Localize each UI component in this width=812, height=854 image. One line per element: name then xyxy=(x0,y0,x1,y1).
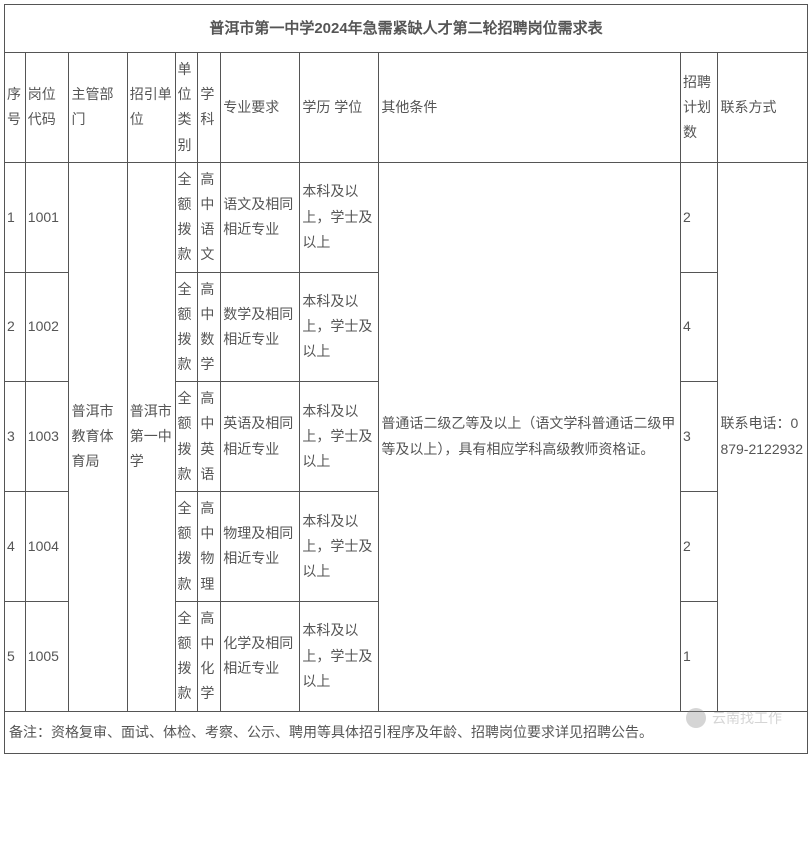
cell-edu: 本科及以上，学士及以上 xyxy=(300,601,379,711)
cell-subject: 高中化学 xyxy=(198,601,221,711)
header-contact: 联系方式 xyxy=(718,53,808,163)
table-row: 1 1001 普洱市教育体育局 普洱市第一中学 全额拨款 高中语文 语文及相同相… xyxy=(5,162,808,272)
cell-edu: 本科及以上，学士及以上 xyxy=(300,382,379,492)
cell-plan: 2 xyxy=(681,162,718,272)
cell-subject: 高中数学 xyxy=(198,272,221,382)
table-title: 普洱市第一中学2024年急需紧缺人才第二轮招聘岗位需求表 xyxy=(5,5,808,53)
footer-note: 备注：资格复审、面试、体检、考察、公示、聘用等具体招引程序及年龄、招聘岗位要求详… xyxy=(5,711,808,753)
cell-major: 化学及相同相近专业 xyxy=(221,601,300,711)
header-unit-type: 单位类别 xyxy=(175,53,198,163)
cell-seq: 3 xyxy=(5,382,26,492)
cell-unit-type: 全额拨款 xyxy=(175,382,198,492)
header-dept: 主管部门 xyxy=(69,53,127,163)
cell-plan: 2 xyxy=(681,492,718,602)
cell-post-code: 1003 xyxy=(25,382,69,492)
cell-seq: 1 xyxy=(5,162,26,272)
cell-edu: 本科及以上，学士及以上 xyxy=(300,162,379,272)
cell-major: 数学及相同相近专业 xyxy=(221,272,300,382)
cell-seq: 5 xyxy=(5,601,26,711)
header-row: 序号 岗位代码 主管部门 招引单位 单位类别 学科 专业要求 学历 学位 其他条… xyxy=(5,53,808,163)
cell-post-code: 1001 xyxy=(25,162,69,272)
cell-subject: 高中语文 xyxy=(198,162,221,272)
cell-seq: 4 xyxy=(5,492,26,602)
cell-plan: 4 xyxy=(681,272,718,382)
cell-post-code: 1005 xyxy=(25,601,69,711)
header-post-code: 岗位代码 xyxy=(25,53,69,163)
header-seq: 序号 xyxy=(5,53,26,163)
cell-seq: 2 xyxy=(5,272,26,382)
cell-subject: 高中英语 xyxy=(198,382,221,492)
cell-plan: 3 xyxy=(681,382,718,492)
cell-dept: 普洱市教育体育局 xyxy=(69,162,127,711)
cell-contact: 联系电话：0879-2122932 xyxy=(718,162,808,711)
footer-row: 备注：资格复审、面试、体检、考察、公示、聘用等具体招引程序及年龄、招聘岗位要求详… xyxy=(5,711,808,753)
cell-unit-type: 全额拨款 xyxy=(175,272,198,382)
cell-major: 语文及相同相近专业 xyxy=(221,162,300,272)
header-other: 其他条件 xyxy=(379,53,681,163)
header-edu: 学历 学位 xyxy=(300,53,379,163)
header-plan: 招聘计划数 xyxy=(681,53,718,163)
cell-plan: 1 xyxy=(681,601,718,711)
cell-unit-type: 全额拨款 xyxy=(175,162,198,272)
cell-post-code: 1002 xyxy=(25,272,69,382)
cell-edu: 本科及以上，学士及以上 xyxy=(300,272,379,382)
cell-post-code: 1004 xyxy=(25,492,69,602)
cell-unit-type: 全额拨款 xyxy=(175,492,198,602)
title-row: 普洱市第一中学2024年急需紧缺人才第二轮招聘岗位需求表 xyxy=(5,5,808,53)
header-subject: 学科 xyxy=(198,53,221,163)
cell-unit-type: 全额拨款 xyxy=(175,601,198,711)
cell-major: 物理及相同相近专业 xyxy=(221,492,300,602)
cell-edu: 本科及以上，学士及以上 xyxy=(300,492,379,602)
header-employer: 招引单位 xyxy=(127,53,175,163)
cell-major: 英语及相同相近专业 xyxy=(221,382,300,492)
cell-employer: 普洱市第一中学 xyxy=(127,162,175,711)
header-major: 专业要求 xyxy=(221,53,300,163)
cell-subject: 高中物理 xyxy=(198,492,221,602)
cell-other: 普通话二级乙等及以上（语文学科普通话二级甲等及以上），具有相应学科高级教师资格证… xyxy=(379,162,681,711)
recruitment-table: 普洱市第一中学2024年急需紧缺人才第二轮招聘岗位需求表 序号 岗位代码 主管部… xyxy=(4,4,808,754)
